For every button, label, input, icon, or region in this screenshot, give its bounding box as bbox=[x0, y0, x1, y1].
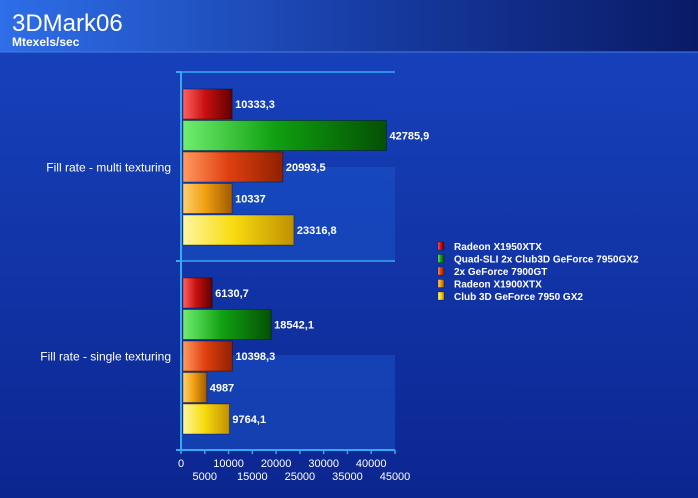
data-label-2-0: 20993,5 bbox=[286, 162, 326, 174]
x-tick-label-upper-0: 0 bbox=[178, 458, 184, 470]
legend-swatch-2 bbox=[437, 266, 445, 276]
bar-0-1 bbox=[182, 277, 213, 309]
axis-group: 0 10000 20000 30000 40000 5000 15000 25000 35000… bbox=[176, 71, 411, 483]
data-label-0-1: 6130,7 bbox=[215, 288, 249, 300]
data-label-0-0: 10333,3 bbox=[235, 99, 275, 111]
legend-label-0: Radeon X1950XTX bbox=[454, 242, 542, 253]
x-tick-label-lower-0: 5000 bbox=[193, 471, 217, 483]
bar-4-1 bbox=[182, 403, 230, 435]
legend-label-1: Quad-SLI 2x Club3D GeForce 7950GX2 bbox=[454, 255, 639, 266]
legend-swatch-4 bbox=[437, 291, 445, 301]
x-tick-label-lower-2: 25000 bbox=[285, 471, 316, 483]
x-tick-label-lower-1: 15000 bbox=[237, 471, 268, 483]
bars-group: 10333,3 42785,9 20993,5 10337 23316,8 6130,7 1… bbox=[182, 88, 429, 435]
bar-1-0 bbox=[182, 120, 387, 151]
x-tick-label-upper-1: 10000 bbox=[213, 458, 244, 470]
bar-4-0 bbox=[182, 214, 295, 246]
category-labels: Fill rate - multi texturing Fill rate - s… bbox=[40, 161, 171, 364]
x-tick-label-lower-3: 35000 bbox=[332, 471, 363, 483]
data-label-4-0: 23316,8 bbox=[297, 225, 337, 237]
data-label-4-1: 9764,1 bbox=[232, 414, 266, 426]
legend-swatch-0 bbox=[437, 241, 445, 251]
bar-0-0 bbox=[182, 88, 233, 120]
bar-1-1 bbox=[182, 309, 272, 340]
legend-swatch-1 bbox=[437, 254, 445, 263]
bar-2-1 bbox=[182, 340, 233, 372]
bar-3-0 bbox=[182, 183, 233, 214]
data-label-3-0: 10337 bbox=[235, 194, 266, 206]
plot-band-multi bbox=[181, 167, 395, 261]
data-label-1-1: 18542,1 bbox=[274, 320, 314, 332]
category-label-0: Fill rate - multi texturing bbox=[46, 161, 171, 175]
legend-label-2: 2x GeForce 7900GT bbox=[454, 267, 547, 278]
x-tick-label-upper-4: 40000 bbox=[356, 458, 387, 470]
data-label-1-0: 42785,9 bbox=[389, 131, 429, 143]
legend: Radeon X1950XTX Quad-SLI 2x Club3D GeForc… bbox=[437, 241, 639, 303]
category-label-1: Fill rate - single texturing bbox=[40, 350, 171, 364]
header-band bbox=[0, 0, 698, 52]
bar-3-1 bbox=[182, 372, 208, 403]
legend-label-3: Radeon X1900XTX bbox=[454, 280, 542, 291]
data-label-2-1: 10398,3 bbox=[235, 351, 275, 363]
legend-swatch-3 bbox=[437, 279, 445, 288]
chart-title: 3DMark06 bbox=[12, 10, 123, 37]
chart-subtitle: Mtexels/sec bbox=[12, 35, 80, 49]
data-label-3-1: 4987 bbox=[210, 383, 234, 395]
x-tick-label-upper-2: 20000 bbox=[261, 458, 292, 470]
legend-label-4: Club 3D GeForce 7950 GX2 bbox=[454, 292, 583, 303]
x-tick-label-lower-4: 45000 bbox=[380, 471, 411, 483]
x-tick-label-upper-3: 30000 bbox=[308, 458, 339, 470]
bar-2-0 bbox=[182, 151, 284, 183]
